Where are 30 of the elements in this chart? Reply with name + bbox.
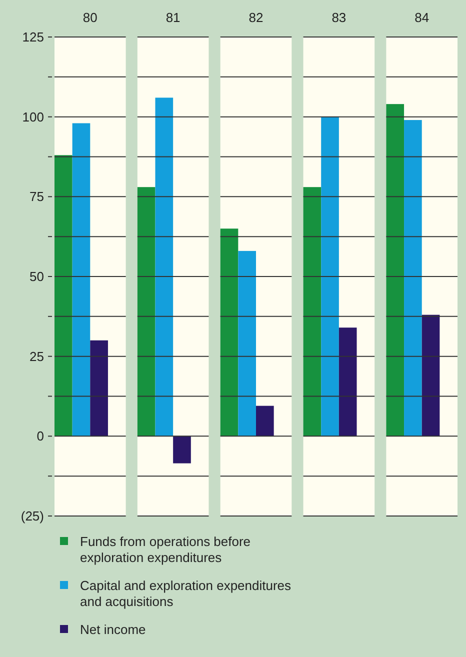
legend-label: Funds from operations before exploration expenditures bbox=[80, 534, 251, 565]
bar bbox=[422, 314, 440, 436]
y-tick-label: 25 bbox=[30, 348, 44, 364]
bar bbox=[173, 436, 191, 464]
bar bbox=[72, 123, 90, 436]
bar bbox=[90, 340, 108, 436]
bar bbox=[256, 406, 274, 436]
bar bbox=[338, 328, 357, 436]
bar bbox=[303, 187, 322, 436]
y-tick-label: 125 bbox=[22, 30, 44, 45]
legend-label: Capital and exploration expenditures and acquisitions bbox=[80, 578, 292, 609]
y-tick-label: 0 bbox=[36, 428, 44, 444]
legend-label: Net income bbox=[80, 622, 146, 637]
bar bbox=[238, 250, 256, 436]
y-tick-label: 100 bbox=[22, 109, 44, 124]
y-tick-label: 50 bbox=[30, 269, 44, 284]
bar bbox=[386, 104, 404, 436]
bar bbox=[137, 187, 156, 436]
x-tick-label: 81 bbox=[166, 10, 180, 25]
x-tick-label: 82 bbox=[248, 10, 264, 25]
bar bbox=[220, 228, 238, 436]
y-tick-label: 75 bbox=[30, 189, 44, 204]
x-tick-label: 80 bbox=[82, 10, 98, 25]
y-tick-label: (25) bbox=[20, 508, 44, 524]
bar bbox=[321, 116, 339, 436]
bar bbox=[54, 155, 72, 436]
x-tick-label: 83 bbox=[332, 10, 346, 25]
x-tick-label: 84 bbox=[414, 10, 430, 25]
bar bbox=[155, 98, 174, 436]
bar bbox=[404, 120, 422, 436]
